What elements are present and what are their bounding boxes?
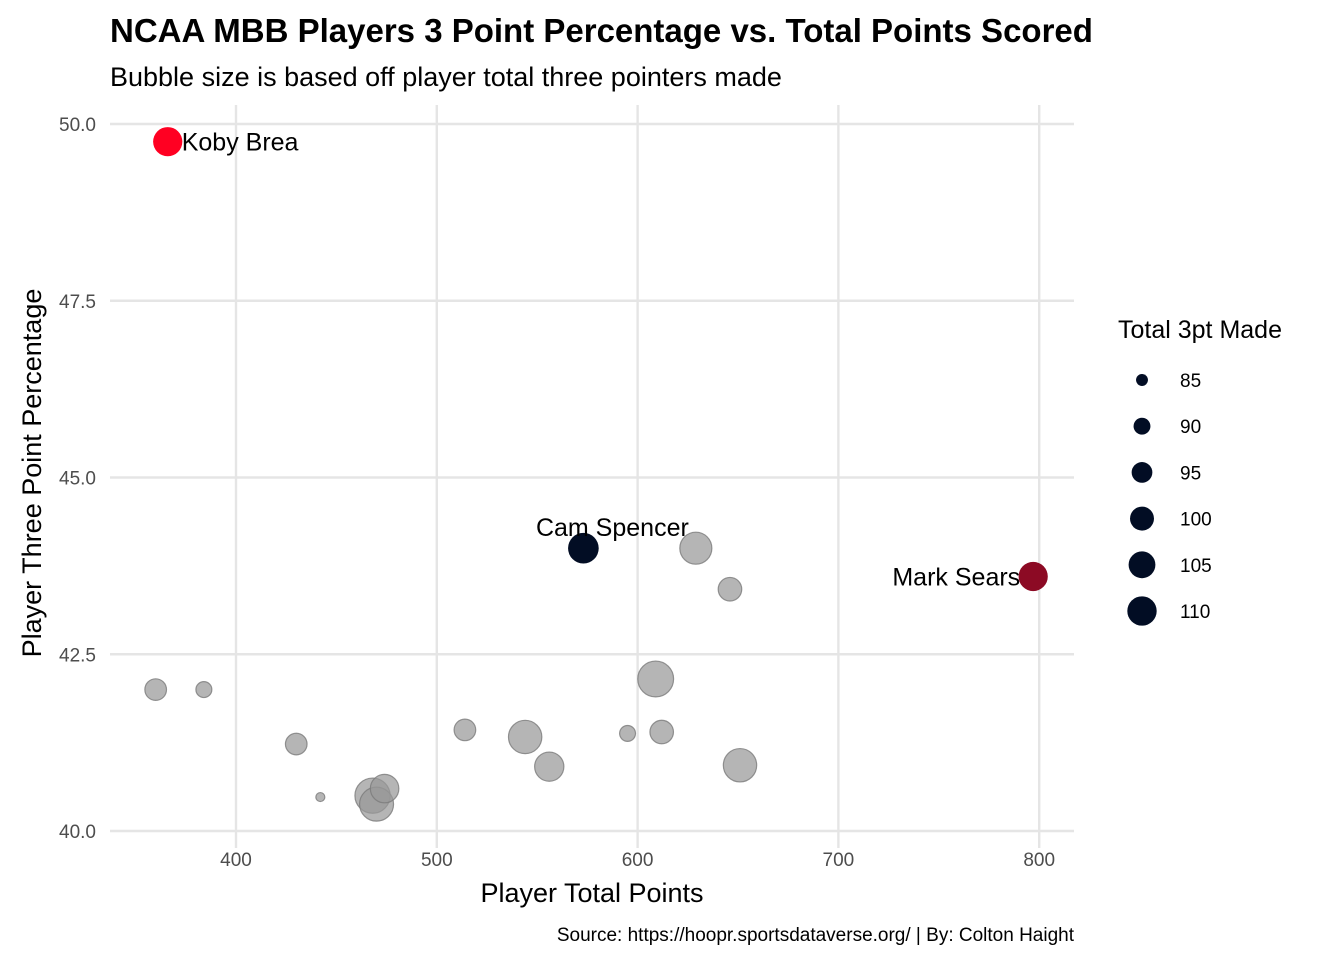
x-axis-title: Player Total Points xyxy=(480,878,703,908)
data-point xyxy=(144,678,168,702)
point-labels: Koby Brea Cam Spencer Mark Sears xyxy=(182,129,1020,592)
x-tick-label: 500 xyxy=(421,850,453,871)
data-point xyxy=(717,576,743,602)
y-axis-title: Player Three Point Percentage xyxy=(17,289,47,658)
legend-label: 105 xyxy=(1180,556,1212,577)
data-point xyxy=(637,660,675,698)
legend-key xyxy=(1133,417,1151,435)
point-label: Mark Sears xyxy=(892,563,1020,591)
legend-label: 85 xyxy=(1180,371,1201,392)
legend-title: Total 3pt Made xyxy=(1118,316,1282,344)
data-point xyxy=(619,724,637,742)
data-point xyxy=(315,791,326,803)
legend-key xyxy=(1127,596,1157,626)
highlighted-data-point xyxy=(568,532,599,564)
y-axis-ticks: 40.0 42.5 45.0 47.5 50.0 xyxy=(59,115,96,843)
gridlines xyxy=(110,105,1074,848)
point-label: Koby Brea xyxy=(182,129,299,157)
highlighted-data-point xyxy=(1018,561,1048,592)
chart-title: NCAA MBB Players 3 Point Percentage vs. … xyxy=(110,12,1093,49)
data-point xyxy=(722,747,758,783)
legend-label: 90 xyxy=(1180,417,1201,438)
y-tick-label: 45.0 xyxy=(59,469,96,490)
legend-label: 95 xyxy=(1180,463,1201,484)
data-point xyxy=(284,732,308,756)
legend-label: 100 xyxy=(1180,510,1212,531)
chart-caption: Source: https://hoopr.sportsdataverse.or… xyxy=(557,925,1075,946)
legend-key xyxy=(1128,551,1156,579)
x-tick-label: 600 xyxy=(622,850,654,871)
legend-key xyxy=(1131,462,1153,483)
legend-key xyxy=(1136,374,1148,386)
chart-subtitle: Bubble size is based off player total th… xyxy=(110,62,782,92)
y-tick-label: 42.5 xyxy=(59,645,96,666)
legend: 85 90 95 100 105 110 xyxy=(1127,371,1212,626)
data-point xyxy=(649,719,675,745)
data-point xyxy=(507,719,543,755)
point-label: Cam Spencer xyxy=(536,514,689,542)
highlighted-data-point xyxy=(153,127,183,157)
data-point xyxy=(195,681,213,699)
data-point xyxy=(369,773,400,804)
y-tick-label: 47.5 xyxy=(59,292,96,313)
x-tick-label: 400 xyxy=(220,850,252,871)
x-tick-label: 800 xyxy=(1023,850,1055,871)
legend-label: 110 xyxy=(1180,602,1210,623)
data-point xyxy=(453,718,477,742)
x-axis-ticks: 400 500 600 700 800 xyxy=(220,850,1055,871)
x-tick-label: 700 xyxy=(823,850,855,871)
y-tick-label: 50.0 xyxy=(59,115,96,136)
data-point xyxy=(679,531,713,565)
legend-key xyxy=(1130,506,1154,531)
y-tick-label: 40.0 xyxy=(59,822,96,843)
data-point xyxy=(534,751,565,782)
data-points xyxy=(144,127,1048,822)
